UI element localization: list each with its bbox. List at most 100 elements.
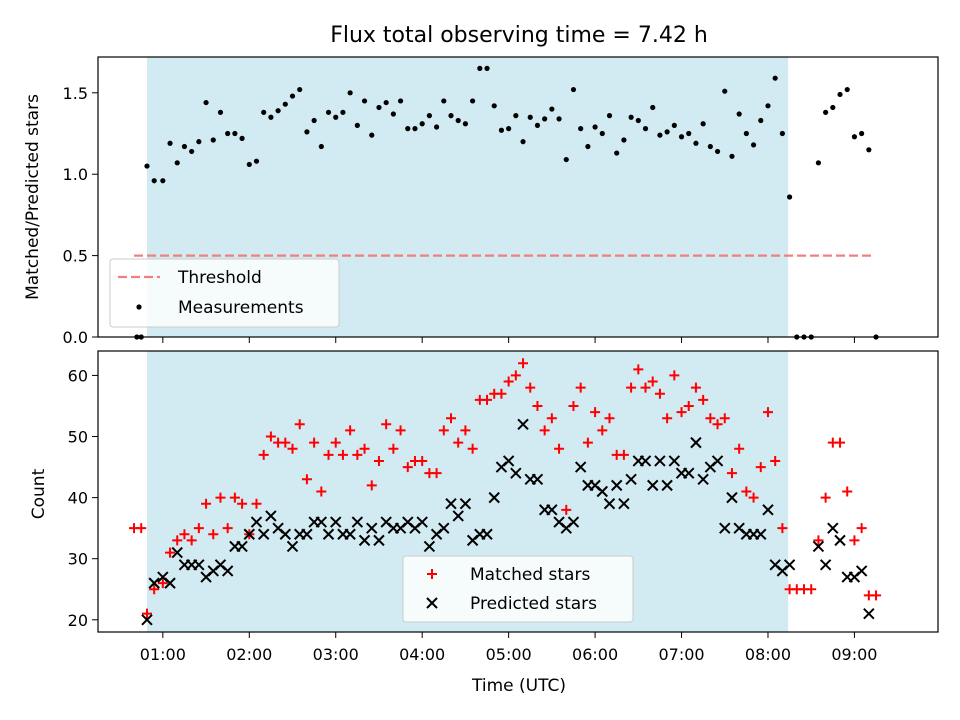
measurement-point [628, 114, 634, 120]
measurement-point [642, 126, 649, 132]
measurement-point [419, 121, 425, 127]
measurement-point [376, 104, 382, 111]
legend-box [402, 555, 634, 623]
measurement-point [210, 137, 216, 143]
measurement-point [599, 130, 605, 137]
predicted-stars-point [654, 455, 666, 467]
measurement-point [246, 161, 252, 168]
predicted-stars-point [863, 607, 875, 620]
x-tick-label: 09:00 [831, 645, 877, 664]
matched-stars-point [301, 474, 312, 485]
matched-stars-point [647, 376, 658, 387]
matched-stars-point [309, 437, 320, 448]
predicted-stars-point [819, 559, 832, 571]
measurement-point [167, 140, 173, 146]
matched-stars-point [820, 492, 831, 503]
measurement-point [383, 99, 389, 106]
matched-stars-point [582, 437, 593, 448]
matched-stars-point [626, 382, 637, 393]
measurement-point [815, 160, 822, 166]
legend-predicted-swatch [426, 597, 438, 609]
matched-stars-point [215, 492, 226, 503]
axes-frame [97, 350, 939, 633]
measurement-point [261, 109, 267, 115]
measurement-point [866, 147, 872, 153]
matched-stars-point [431, 468, 442, 479]
measurement-point [650, 104, 656, 111]
measurement-point [506, 126, 512, 132]
measurement-point [844, 86, 850, 93]
measurement-point [750, 142, 757, 148]
matched-stars-point [510, 370, 521, 381]
predicted-stars-point [755, 528, 767, 540]
matched-stars-point [518, 358, 529, 369]
measurement-point [455, 117, 461, 124]
measurement-point [678, 134, 685, 140]
measurement-point [369, 132, 375, 138]
measurement-point [448, 113, 454, 119]
predicted-stars-point [762, 504, 774, 516]
matched-stars-point [705, 413, 716, 424]
x-tick-label: 03:00 [313, 645, 359, 664]
legend-label-threshold: Threshold [177, 268, 262, 288]
predicted-stars-point [164, 577, 176, 589]
matched-stars-point [726, 468, 737, 479]
matched-stars-point [381, 419, 392, 430]
predicted-stars-point [488, 491, 500, 504]
x-tick-label: 01:00 [140, 645, 186, 664]
predicted-stars-point [243, 528, 255, 540]
ratio-y-axis-label: Matched/Predicted stars [23, 94, 43, 300]
measurement-point [621, 137, 627, 143]
matched-stars-point [561, 504, 572, 515]
matched-stars-point [294, 419, 305, 430]
matched-stars-point [849, 535, 860, 546]
matched-stars-point [359, 443, 370, 454]
x-axis-label: Time (UTC) [471, 676, 566, 696]
predicted-stars-point [647, 479, 659, 492]
predicted-stars-point [481, 528, 493, 540]
matched-stars-point [835, 437, 846, 448]
matched-stars-point [568, 400, 579, 411]
matched-stars-point [734, 443, 745, 454]
measurement-point [527, 114, 533, 120]
measurement-point [549, 106, 555, 112]
legend-label-measurements: Measurements [178, 298, 304, 318]
measurement-point [570, 86, 577, 93]
measurement-point [151, 178, 157, 184]
matched-stars-point [172, 535, 183, 546]
matched-stars-point [395, 425, 406, 436]
legend-bottom: Matched stars Predicted stars [402, 555, 634, 623]
measurement-point [722, 88, 728, 94]
measurement-point [498, 127, 505, 133]
predicted-stars-point [719, 522, 731, 534]
measurement-point [253, 158, 260, 164]
measurement-point [232, 130, 238, 137]
measurement-point [686, 130, 692, 137]
matched-stars-point [748, 492, 759, 503]
ratio-panel: Flux total observing time = 7.42 h Match… [23, 23, 939, 347]
matched-stars-point [330, 437, 341, 448]
matched-stars-point [770, 455, 781, 466]
measurement-point [542, 116, 548, 122]
predicted-stars-point [567, 516, 580, 528]
matched-stars-point [258, 449, 269, 460]
predicted-stars-point [726, 491, 738, 504]
matched-stars-point [366, 480, 377, 491]
predicted-stars-point [459, 498, 472, 510]
measurement-point [585, 143, 591, 150]
matched-stars-point [698, 394, 709, 405]
measurement-point [823, 109, 829, 115]
matched-stars-point [597, 425, 608, 436]
matched-stars-point [842, 486, 853, 497]
measurement-point [433, 124, 440, 130]
measurement-point [657, 132, 663, 138]
predicted-stars-point [445, 498, 457, 510]
matched-stars-point [813, 535, 824, 546]
x-tick-label: 05:00 [486, 645, 532, 664]
measurement-point [333, 114, 339, 120]
measurement-point [758, 117, 764, 124]
matched-stars-point [388, 443, 399, 454]
measurement-point [477, 65, 483, 71]
matched-stars-point [496, 388, 507, 399]
